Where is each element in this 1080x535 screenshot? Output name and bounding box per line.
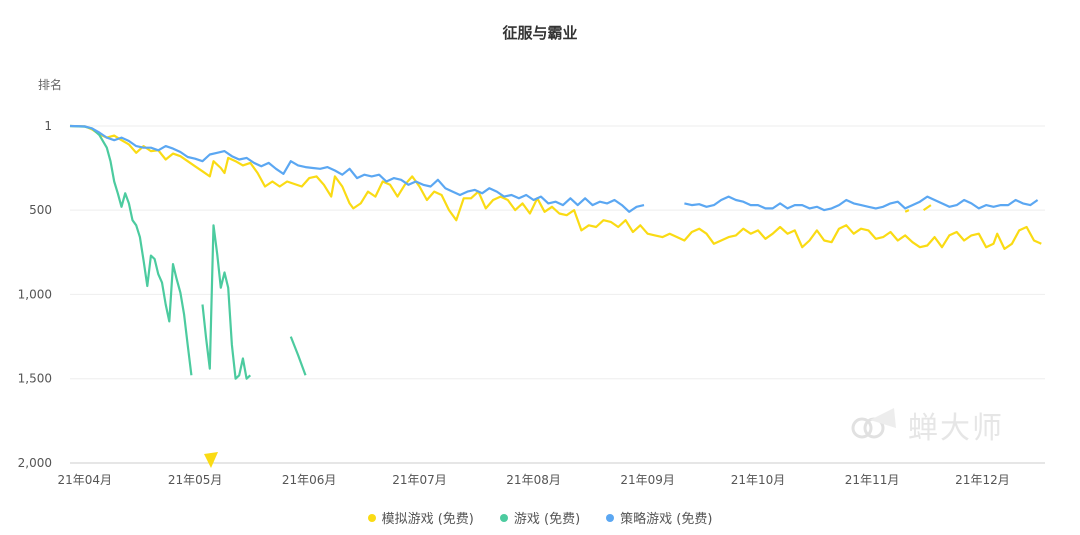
legend-dot-icon [499,513,508,522]
series-line-2 [69,124,1039,213]
legend: 模拟游戏 (免费) 游戏 (免费) 策略游戏 (免费) [0,508,1080,527]
y-tick-labels: 1 500 1,000 1,500 2,000 [18,119,52,470]
y-tick-label: 1,500 [18,372,52,386]
y-tick-label: 2,000 [18,456,52,470]
grid-layer [70,125,1045,464]
x-tick-label: 21年08月 [506,473,561,487]
chart-title: 征服与霸业 [502,24,578,42]
watermark: 蝉大师 [850,402,1004,448]
x-tick-label: 21年10月 [731,473,786,487]
x-tick-label: 21年11月 [845,473,900,487]
cursor-marker-icon [204,452,218,468]
series-line-1 [69,124,307,380]
cicada-logo-icon [851,408,896,439]
series-line-0 [69,124,1042,250]
legend-label-strategy: 策略游戏 (免费) [620,512,713,527]
x-tick-label: 21年04月 [57,473,112,487]
y-tick-label: 1,000 [18,287,52,301]
y-tick-label: 1 [44,119,52,133]
y-tick-label: 500 [29,203,52,217]
y-axis-label: 排名 [38,78,63,92]
x-tick-label: 21年06月 [282,473,337,487]
legend-item-strategy[interactable]: 策略游戏 (免费) [606,508,712,527]
x-tick-labels: 21年04月 21年05月 21年06月 21年07月 21年08月 21年09月 21年1… [57,473,1009,487]
x-tick-label: 21年12月 [955,473,1010,487]
legend-label-sim: 模拟游戏 (免费) [381,512,474,527]
watermark-text: 蝉大师 [908,411,1004,446]
x-tick-label: 21年07月 [392,473,447,487]
series-layer [69,124,1042,380]
legend-label-game: 游戏 (免费) [513,512,581,527]
legend-dot-icon [606,513,615,522]
x-tick-label: 21年09月 [620,473,675,487]
legend-item-game[interactable]: 游戏 (免费) [499,508,581,527]
legend-item-sim[interactable]: 模拟游戏 (免费) [367,508,474,527]
x-tick-label: 21年05月 [168,473,223,487]
legend-dot-icon [367,513,376,522]
